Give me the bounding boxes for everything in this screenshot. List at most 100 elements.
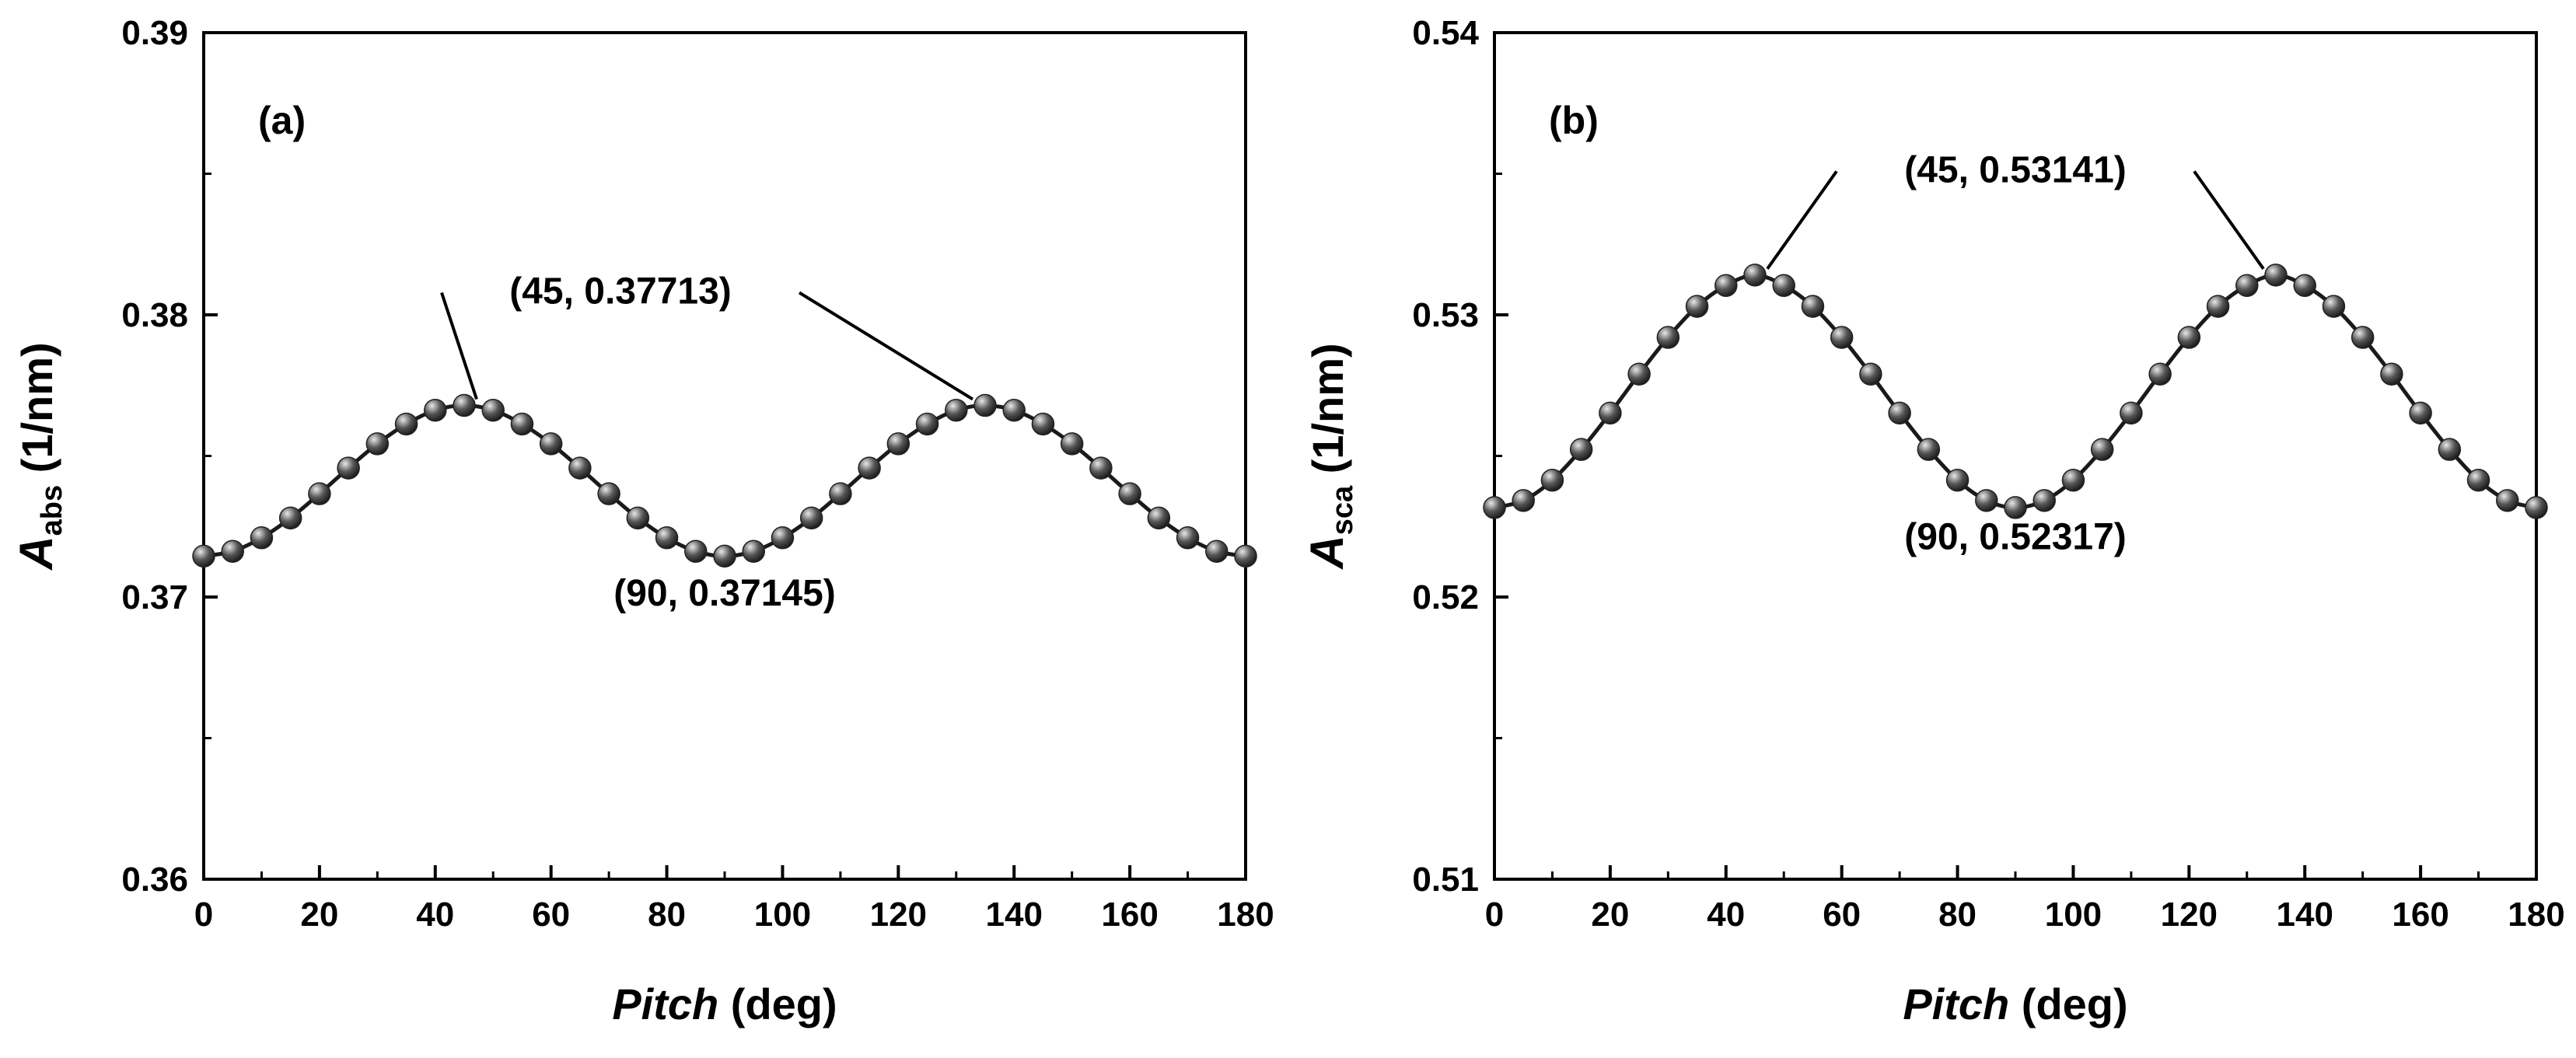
data-point (915, 412, 939, 436)
panel-a: 0 20 40 60 80 100 120 140 160 180 0.36 0.37 0.38 0.39… (10, 14, 1274, 1028)
data-point (1512, 489, 1535, 512)
data-point (510, 412, 534, 436)
data-point (424, 398, 447, 422)
data-point (2264, 264, 2288, 287)
data-point (1859, 362, 1882, 386)
data-point (1917, 438, 1941, 461)
data-point (1205, 539, 1229, 563)
data-point (858, 456, 881, 480)
data-point (2380, 362, 2403, 386)
x-tick-label: 40 (416, 896, 454, 934)
data-point (1975, 489, 1998, 512)
data-point (945, 398, 968, 422)
data-point (1540, 468, 1564, 492)
x-axis-title-main: Pitch (612, 979, 718, 1028)
x-axis-title: Pitch (deg) (612, 979, 837, 1028)
data-point (1118, 482, 1141, 505)
x-axis-title: Pitch (deg) (1903, 979, 2127, 1028)
data-point (799, 506, 823, 530)
x-tick-label: 20 (300, 896, 338, 934)
y-tick-label: 0.54 (1412, 14, 1479, 52)
data-point (2438, 438, 2462, 461)
x-tick-label: 160 (1101, 896, 1158, 934)
y-tick-label: 0.36 (121, 861, 188, 899)
data-point (568, 456, 592, 480)
annotation-label: (45, 0.53141) (1904, 149, 2127, 190)
data-point (2235, 274, 2259, 297)
data-point (684, 539, 708, 563)
annotation-label: (90, 0.52317) (1904, 516, 2127, 557)
data-point (2206, 295, 2230, 318)
x-tick-label: 180 (2508, 896, 2564, 934)
annotation-leader-line (440, 292, 478, 400)
data-point (365, 432, 390, 456)
data-point (2120, 401, 2143, 425)
data-point (886, 432, 911, 456)
data-point (742, 539, 765, 563)
data-point (655, 526, 679, 550)
annotation-label: (90, 0.37145) (613, 573, 836, 614)
y-tick-label: 0.52 (1412, 578, 1479, 616)
x-tick-label: 120 (2161, 896, 2218, 934)
annotation-leader-line (2193, 170, 2265, 270)
data-point (1772, 274, 1795, 297)
data-point (2525, 496, 2548, 519)
data-point (2004, 496, 2027, 519)
data-point (2032, 489, 2056, 512)
y-tick-label: 0.37 (121, 578, 188, 616)
data-point (308, 482, 331, 505)
data-point (1060, 432, 1084, 456)
y-tick-label: 0.53 (1412, 296, 1479, 334)
data-point (1569, 438, 1593, 461)
x-tick-label: 80 (648, 896, 686, 934)
annotation-label: (45, 0.37713) (509, 271, 732, 312)
y-axis-title-symbol: A (10, 536, 62, 571)
data-point (2351, 326, 2375, 349)
x-tick-label: 140 (986, 896, 1043, 934)
x-tick-label: 140 (2277, 896, 2333, 934)
x-tick-label: 20 (1591, 896, 1629, 934)
x-tick-label: 100 (2045, 896, 2102, 934)
data-point (1176, 526, 1200, 550)
x-tick-label: 0 (194, 896, 213, 934)
data-point (2177, 326, 2201, 349)
data-point (1714, 274, 1738, 297)
x-tick-label: 80 (1938, 896, 1977, 934)
x-axis-title-unit: (deg) (2009, 979, 2127, 1028)
data-point (1147, 506, 1171, 530)
data-point (626, 506, 650, 530)
data-point (1599, 401, 1622, 425)
panel-label: (b) (1549, 99, 1599, 142)
data-point (713, 544, 736, 568)
data-point (1685, 295, 1709, 318)
data-point (1089, 456, 1113, 480)
data-point (250, 526, 274, 550)
data-point (453, 393, 476, 417)
series-line (203, 403, 1246, 558)
panel-label: (a) (258, 99, 306, 142)
y-axis-title-subscript: abs (36, 485, 68, 536)
x-tick-label: 120 (870, 896, 927, 934)
data-point (1234, 544, 1257, 568)
data-point (2090, 438, 2114, 461)
x-axis-title-unit: (deg) (718, 979, 837, 1028)
y-axis-title-unit: (1/nm) (12, 342, 61, 485)
data-point (2409, 401, 2432, 425)
x-tick-label: 60 (1823, 896, 1861, 934)
y-axis-title: Aabs (1/nm) (10, 342, 68, 571)
data-point (1656, 326, 1680, 349)
data-point (394, 412, 418, 436)
data-point (829, 482, 852, 505)
data-point (771, 526, 795, 550)
y-axis-title-symbol: A (1301, 535, 1353, 570)
y-axis-title: Asca (1/nm) (1301, 343, 1359, 570)
y-tick-label: 0.38 (121, 296, 188, 334)
y-axis-title-unit: (1/nm) (1303, 343, 1352, 486)
x-tick-label: 180 (1217, 896, 1274, 934)
x-tick-label: 40 (1707, 896, 1745, 934)
data-point (1627, 362, 1651, 386)
data-point (278, 506, 302, 530)
data-point (973, 393, 997, 417)
panel-b: 0 20 40 60 80 100 120 140 160 180 0.51 0.52 0.53 0.54… (1301, 14, 2565, 1028)
